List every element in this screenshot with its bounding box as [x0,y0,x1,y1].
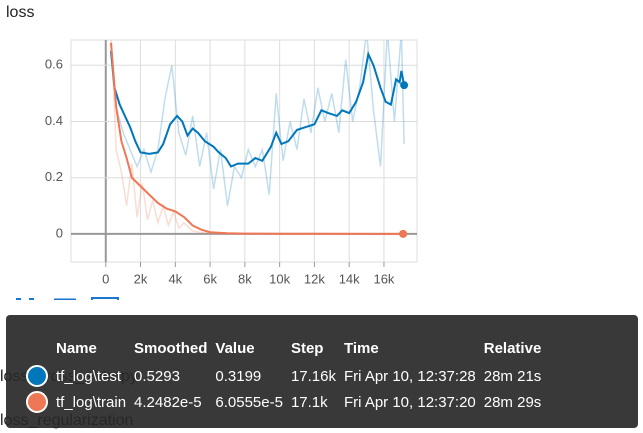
tooltip-cell: tf_log\test [56,367,122,385]
smoothed-line [110,50,406,168]
swatch [26,365,48,387]
toolbar[interactable] [16,297,119,300]
tooltip-row: tf_log\test 0.5293 0.3199 17.16k Fri Apr 10,… [26,365,549,391]
smoothed-line [110,42,404,235]
x-tick-label: 2k [134,271,148,286]
y-tick-label: 0 [56,225,63,240]
plot-frame [70,39,418,263]
tooltip-cell: 6.0555e-5 [215,393,283,411]
chart: 0 2k 4k 6k 8k 10k 12k 14k 16k 0 0.2 0.4 0.6 [16,39,418,300]
swatch-cell [26,365,56,391]
tooltip-cell: 17.1k [290,393,328,411]
tooltip-row: tf_log\train 4.2482e-5 6.0555e-5 17.1k Fri A… [26,391,549,417]
tooltip-cell: Fri Apr 10, 12:37:20 [344,393,476,411]
tooltip-cell: 28m 21s [483,367,542,385]
y-tick-label: 0.6 [45,57,63,72]
header-cell: Relative [483,339,542,357]
y-tick-label: 0.2 [45,169,63,184]
tooltip-header: Name Smoothed Value Step Time Relative [26,339,549,365]
x-tick-label: 4k [168,271,182,286]
tooltip-cell: Fri Apr 10, 12:37:28 [344,367,476,385]
plot [110,40,409,238]
x-tick-label: 14k [339,271,360,286]
tooltip-cell: 17.16k [290,367,336,385]
raw-line [110,40,405,206]
tooltip: Name Smoothed Value Step Time Relative tf_log\… [6,315,638,428]
x-tick-label: 6k [203,271,217,286]
swatch-cell [26,391,56,417]
x-tick-label: 0 [102,271,109,286]
raw-line [110,40,404,235]
x-tick-label: 12k [304,271,325,286]
card-title: loss [6,4,35,21]
grid: 0 2k 4k 6k 8k 10k 12k 14k 16k 0 0.2 0.4 0.6 [45,39,418,286]
expand-icon[interactable] [91,297,119,300]
hover-point [400,81,409,90]
y-tick-label: 0.4 [45,113,63,128]
header-cell: Step [290,339,324,357]
tooltip-cell: 0.3199 [215,367,262,385]
tooltip-cell: 0.5293 [134,367,180,385]
header-cell: Value [215,339,255,357]
fit-icon[interactable] [16,298,34,300]
header-cell: Name [56,339,97,357]
header-cell [26,339,56,365]
tooltip-cell: 28m 29s [483,393,542,411]
hover-point [399,229,408,238]
x-tick-label: 10k [269,271,290,286]
header-cell: Smoothed [134,339,208,357]
tooltip-cell: 4.2482e-5 [134,393,202,411]
x-tick-label: 16k [373,271,394,286]
x-tick-label: 8k [238,271,252,286]
tooltip-cell: tf_log\train [56,393,127,411]
header-cell: Time [344,339,379,357]
swatch [26,391,48,413]
